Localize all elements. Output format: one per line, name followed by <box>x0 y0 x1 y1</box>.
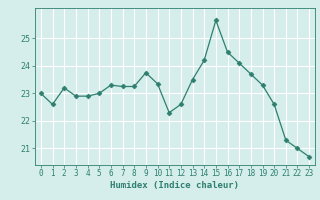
X-axis label: Humidex (Indice chaleur): Humidex (Indice chaleur) <box>110 181 239 190</box>
